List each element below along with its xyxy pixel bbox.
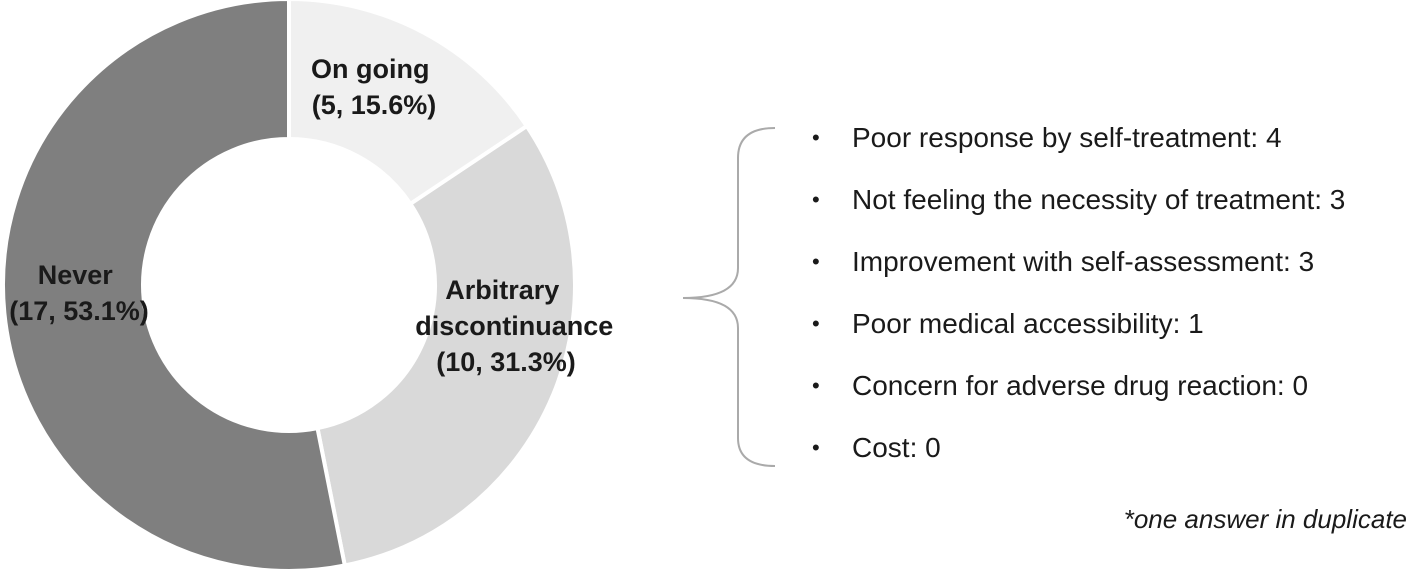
reason-item: • Concern for adverse drug reaction: 0 [812, 362, 1345, 424]
slice-name-arbitrary-line-2: discontinuance [415, 311, 613, 341]
reason-item: • Improvement with self-assessment: 3 [812, 238, 1345, 300]
bullet-icon: • [812, 311, 820, 336]
slice-label-arbitrary-discontinuance: Arbitrary discontinuance (10, 31.3%) [415, 275, 621, 377]
reason-text: Not feeling the necessity of treatment: … [852, 184, 1346, 215]
slice-name-arbitrary-line-1: Arbitrary [445, 275, 559, 305]
slice-value-never: (17, 53.1%) [9, 296, 149, 326]
bracket-brace [682, 127, 776, 467]
bullet-icon: • [812, 125, 820, 150]
slice-label-ongoing: On going (5, 15.6%) [311, 54, 437, 120]
reason-text: Cost: 0 [852, 432, 941, 463]
reason-text: Improvement with self-assessment: 3 [852, 246, 1315, 277]
reason-item: • Not feeling the necessity of treatment:… [812, 176, 1345, 238]
reason-text: Concern for adverse drug reaction: 0 [852, 370, 1309, 401]
bullet-icon: • [812, 435, 820, 460]
slice-value-arbitrary: (10, 31.3%) [436, 347, 576, 377]
slice-name-ongoing: On going [311, 54, 429, 84]
slice-label-never: Never (17, 53.1%) [9, 260, 149, 326]
slice-name-never: Never [38, 260, 114, 290]
reason-text: Poor medical accessibility: 1 [852, 308, 1204, 339]
donut-slice-never [1, 0, 348, 573]
bullet-icon: • [812, 249, 820, 274]
reason-item: • Poor response by self-treatment: 4 [812, 114, 1345, 176]
donut-slice-arbitrary-discontinuance [315, 123, 577, 568]
reason-item: • Cost: 0 [812, 424, 1345, 486]
donut-slices [1, 0, 577, 573]
donut-slice-on-going [287, 0, 530, 207]
reason-item: • Poor medical accessibility: 1 [812, 300, 1345, 362]
bullet-icon: • [812, 187, 820, 212]
footnote: *one answer in duplicate [1123, 504, 1407, 534]
reason-list: • Poor response by self-treatment: 4 • Not … [812, 114, 1345, 486]
bullet-icon: • [812, 373, 820, 398]
slice-value-ongoing: (5, 15.6%) [312, 90, 437, 120]
reason-text: Poor response by self-treatment: 4 [852, 122, 1282, 153]
